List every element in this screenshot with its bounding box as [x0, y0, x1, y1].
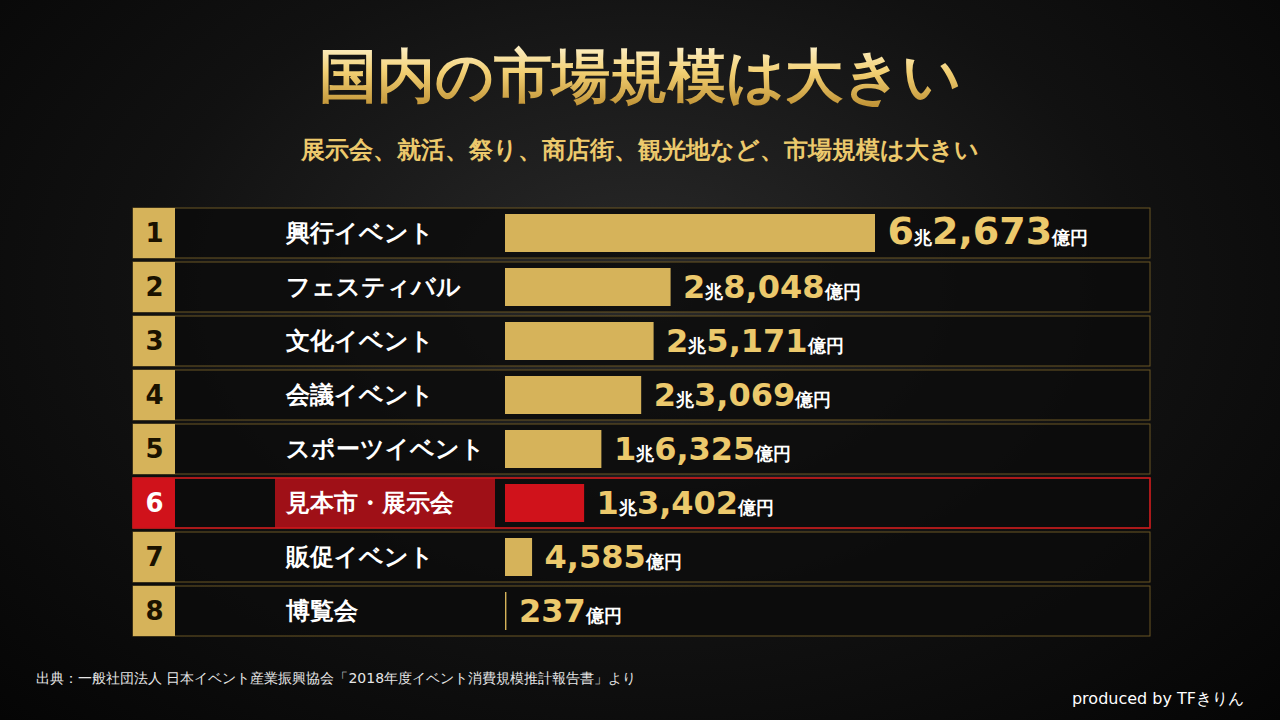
- svg-text:2: 2: [145, 272, 163, 302]
- svg-text:2兆8,048億円: 2兆8,048億円: [683, 268, 860, 306]
- svg-text:会議イベント: 会議イベント: [285, 381, 434, 409]
- svg-text:7: 7: [145, 542, 163, 572]
- svg-text:5: 5: [145, 434, 163, 464]
- svg-text:フェスティバル: フェスティバル: [286, 273, 461, 301]
- svg-text:販促イベント: 販促イベント: [285, 543, 434, 571]
- html-text:国内の市場規模は大きい: 国内の市場規模は大きい: [319, 42, 961, 110]
- svg-text:興行イベント: 興行イベント: [285, 219, 434, 247]
- svg-text:2兆5,171億円: 2兆5,171億円: [666, 322, 843, 360]
- html-text:produced by TFきりん: produced by TFきりん: [1072, 689, 1244, 708]
- svg-text:237億円: 237億円: [519, 592, 622, 630]
- svg-text:8: 8: [145, 596, 163, 626]
- svg-text:4,585億円: 4,585億円: [545, 538, 682, 576]
- svg-text:3: 3: [145, 326, 163, 356]
- svg-text:1兆6,325億円: 1兆6,325億円: [614, 430, 791, 468]
- svg-text:1: 1: [145, 218, 163, 248]
- svg-text:見本市・展示会: 見本市・展示会: [285, 489, 454, 517]
- svg-text:6: 6: [145, 488, 163, 518]
- html-text:展示会、就活、祭り、商店街、観光地など、市場規模は大きい: 展示会、就活、祭り、商店街、観光地など、市場規模は大きい: [301, 136, 979, 164]
- svg-text:6兆2,673億円: 6兆2,673億円: [888, 209, 1089, 253]
- svg-text:1兆3,402億円: 1兆3,402億円: [597, 484, 774, 522]
- svg-text:スポーツイベント: スポーツイベント: [286, 435, 485, 463]
- svg-text:2兆3,069億円: 2兆3,069億円: [654, 376, 831, 414]
- svg-text:文化イベント: 文化イベント: [286, 327, 434, 355]
- svg-text:博覧会: 博覧会: [285, 597, 358, 625]
- html-text:出典：一般社団法人 日本イベント産業振興協会「2018年度イ: 出典：一般社団法人 日本イベント産業振興協会「2018年度イベント消費規模推計報…: [36, 670, 637, 686]
- svg-text:4: 4: [145, 380, 163, 410]
